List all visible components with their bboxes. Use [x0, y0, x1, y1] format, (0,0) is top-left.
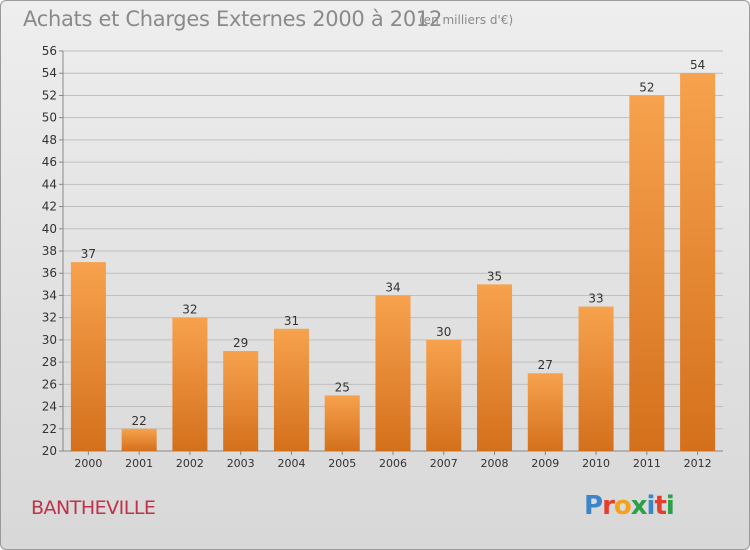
y-tick-label: 30: [42, 333, 57, 347]
x-tick-label: 2009: [531, 457, 559, 470]
bar: [477, 284, 513, 451]
x-tick-label: 2001: [125, 457, 153, 470]
x-tick-label: 2007: [430, 457, 458, 470]
y-tick-label: 54: [42, 66, 57, 80]
data-label: 34: [385, 280, 400, 294]
data-label: 31: [284, 314, 299, 328]
bar: [629, 95, 665, 451]
data-label: 52: [639, 80, 654, 94]
x-tick-label: 2008: [481, 457, 509, 470]
bar: [121, 428, 157, 451]
x-tick-label: 2004: [277, 457, 305, 470]
y-tick-label: 20: [42, 444, 57, 458]
y-tick-label: 46: [42, 155, 57, 169]
y-tick-label: 26: [42, 377, 57, 391]
y-tick-label: 42: [42, 200, 57, 214]
bar: [680, 73, 716, 451]
x-tick-label: 2000: [74, 457, 102, 470]
bar: [172, 317, 208, 451]
bar-chart: 20 22 24 26 28 30 32 34 36 38 40 42 44 46 48 50 52 54 56 37…: [42, 44, 723, 470]
bar: [375, 295, 411, 451]
x-tick-label: 2005: [328, 457, 356, 470]
data-label: 29: [233, 336, 248, 350]
y-tick-label: 52: [42, 88, 57, 102]
data-label: 32: [182, 303, 197, 317]
y-tick-label: 40: [42, 222, 57, 236]
data-label: 22: [132, 414, 147, 428]
data-label: 37: [81, 247, 96, 261]
y-tick-label: 48: [42, 133, 57, 147]
bar: [324, 395, 360, 451]
bar: [578, 306, 614, 451]
commune-name: BANTHEVILLE: [31, 497, 156, 519]
data-label: 30: [436, 325, 451, 339]
data-label: 27: [538, 358, 553, 372]
x-tick-label: 2011: [633, 457, 661, 470]
y-tick-label: 38: [42, 244, 57, 258]
y-tick-label: 44: [42, 177, 57, 191]
bar: [273, 328, 309, 451]
data-label: 33: [588, 292, 603, 306]
x-tick-label: 2003: [227, 457, 255, 470]
y-tick-label: 22: [42, 422, 57, 436]
chart-subtitle: (en milliers d'€): [419, 13, 514, 27]
y-tick-label: 28: [42, 355, 57, 369]
y-tick-label: 34: [42, 288, 57, 302]
data-label: 54: [690, 58, 705, 72]
x-tick-label: 2012: [684, 457, 712, 470]
y-tick-label: 56: [42, 44, 57, 58]
bar: [70, 262, 106, 451]
x-tick-label: 2002: [176, 457, 204, 470]
data-label: 25: [335, 380, 350, 394]
proxiti-logo: Proxiti: [584, 491, 675, 521]
y-tick-label: 24: [42, 400, 57, 414]
bar: [223, 351, 259, 451]
y-tick-label: 50: [42, 111, 57, 125]
x-tick-label: 2006: [379, 457, 407, 470]
bar: [426, 339, 462, 451]
x-tick-label: 2010: [582, 457, 610, 470]
y-tick-label: 32: [42, 311, 57, 325]
data-label: 35: [487, 269, 502, 283]
chart-title: Achats et Charges Externes 2000 à 2012: [23, 7, 443, 31]
bar: [527, 373, 563, 451]
y-tick-label: 36: [42, 266, 57, 280]
